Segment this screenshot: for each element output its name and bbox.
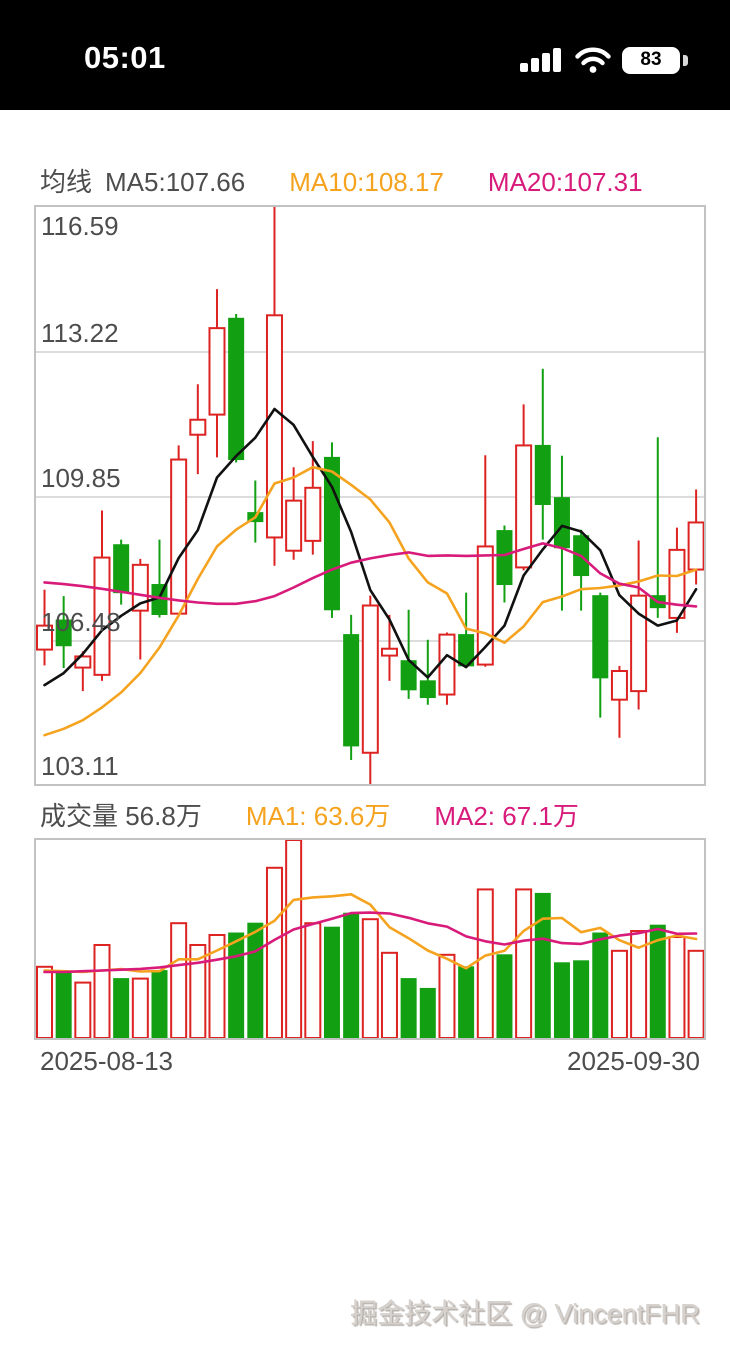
vol-ma1-legend-value: MA1: 63.6万 xyxy=(245,801,391,831)
ma5-legend-value: MA5:107.66 xyxy=(105,167,246,197)
y-tick-106-48: 106.48 xyxy=(41,606,121,637)
vol-ma2-legend-value: MA2: 67.1万 xyxy=(434,801,579,831)
status-icons: 83 xyxy=(520,46,688,74)
ma10-legend-value: MA10:108.17 xyxy=(289,167,444,197)
start-date-label: 2025-08-13 xyxy=(40,1046,173,1076)
volume-chart[interactable] xyxy=(34,838,706,1040)
battery-percent: 83 xyxy=(640,49,662,70)
y-tick-109-85: 109.85 xyxy=(41,462,121,493)
y-tick-103-11: 103.11 xyxy=(41,751,119,781)
clock-time: 05:01 xyxy=(84,40,166,75)
gridline-113-22 xyxy=(36,351,704,354)
cellular-signal-icon xyxy=(520,48,561,72)
x-axis-dates: 2025-08-13 2025-09-30 xyxy=(40,1046,700,1077)
volume-legend-value: 成交量 56.8万 xyxy=(40,801,202,831)
battery-nub xyxy=(683,54,688,66)
ma20-legend-value: MA20:107.31 xyxy=(487,167,643,197)
candlestick-plot xyxy=(36,207,704,784)
volume-legend: 成交量 56.8万 MA1: 63.6万 MA2: 67.1万 xyxy=(40,796,579,833)
y-tick-116-59: 116.59 xyxy=(41,211,119,241)
end-date-label: 2025-09-30 xyxy=(567,1046,700,1076)
price-legend: 均线 MA5:107.66 MA10:108.17 MA20:107.31 xyxy=(40,162,643,199)
watermark-text: 掘金技术社区 @ VincentFHR xyxy=(350,1299,700,1329)
kline-chart[interactable]: 116.59 113.22 109.85 106.48 103.11 xyxy=(34,205,706,786)
y-tick-113-22: 113.22 xyxy=(41,318,119,349)
gridline-109-85 xyxy=(36,495,704,498)
battery-icon: 83 xyxy=(622,46,688,74)
price-legend-title: 均线 xyxy=(40,167,93,197)
status-bar: 05:01 83 xyxy=(0,0,730,110)
wifi-icon xyxy=(575,46,611,73)
volume-plot xyxy=(36,840,704,1038)
